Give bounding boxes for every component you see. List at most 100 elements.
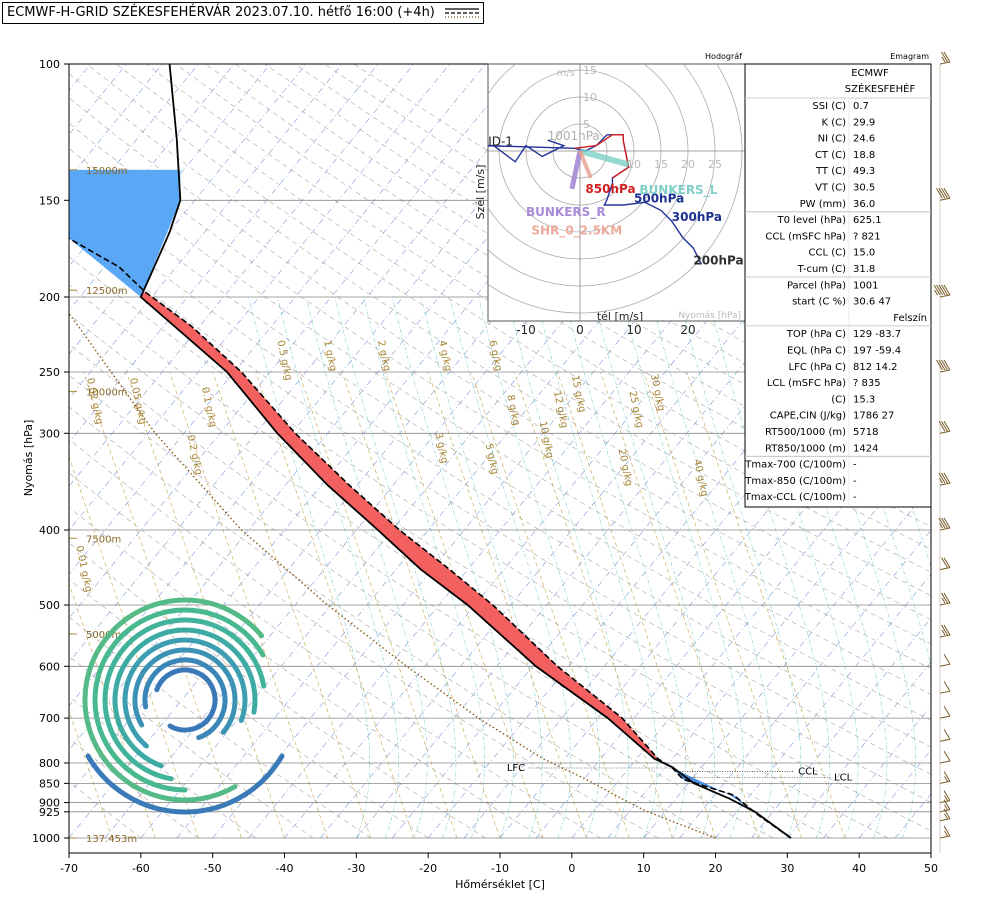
stats-row-value: ? 821 <box>853 231 881 242</box>
parcel-temperature-line <box>69 237 792 839</box>
wind-barb <box>938 421 951 434</box>
moist-adiabat-line <box>392 296 514 839</box>
barb-flag <box>943 729 951 740</box>
stats-row-label: TOP (hPa C) <box>786 329 846 340</box>
hodograph-v-axis-label: Szél [m/s] <box>474 165 487 220</box>
barb-flag <box>936 359 943 371</box>
barb-flag <box>943 799 951 811</box>
mixing-ratio-label: 2 g/kg <box>375 339 392 372</box>
chart-title: ECMWF-H-GRID SZÉKESFEHÉRVÁR 2023.07.10. … <box>7 5 435 20</box>
mixing-ratio-label: 0.01 g/kg <box>73 545 94 594</box>
barb-flag <box>943 654 951 665</box>
stats-row-label: (C) <box>831 394 846 405</box>
mixing-ratio-label: 0.2 g/kg <box>185 434 204 476</box>
y-tick-label: 100 <box>39 58 60 71</box>
barb-flag <box>941 557 948 568</box>
moist-adiabat-line <box>277 296 399 839</box>
barb-half-flag <box>941 56 946 63</box>
moist-adiabat-line <box>305 296 428 839</box>
mixing-ratio-label: 5 g/kg <box>483 443 500 476</box>
x-tick-label: -60 <box>132 862 150 875</box>
wind-barb <box>936 188 951 201</box>
isotherm-line <box>69 64 558 663</box>
barb-flag <box>941 359 948 371</box>
hodograph-u-tick-label: 10 <box>626 323 641 337</box>
stats-row-value: 36.0 <box>853 199 875 210</box>
bunkers-l-label: BUNKERS_L <box>639 183 717 198</box>
x-axis-label: Hőmérséklet [C] <box>455 878 545 891</box>
stats-row-value: 30.5 <box>853 183 875 194</box>
hodograph-level-label: 500hPa <box>634 191 684 205</box>
barb-flag <box>943 705 951 717</box>
stats-row-value: - <box>853 460 857 471</box>
hodograph-ring-label: 20 <box>583 37 597 50</box>
x-tick-label: 40 <box>852 862 866 875</box>
isotherm-line <box>69 64 307 355</box>
lfc-label: LFC <box>507 763 525 774</box>
barb-flag <box>943 557 951 568</box>
tropopause-area <box>69 169 181 297</box>
logo-arc <box>92 607 266 793</box>
x-tick-label: -20 <box>419 862 437 875</box>
dry-adiabat-line <box>69 439 659 839</box>
logo-arc <box>102 617 267 782</box>
y-tick-label: 150 <box>39 194 60 207</box>
stats-row-label: NI (C) <box>818 134 846 145</box>
moist-adiabat-line <box>535 296 658 839</box>
isotherm-line <box>69 64 450 531</box>
hodograph-u-tick-label: 0 <box>576 323 584 337</box>
hodograph-panel: 5101520253010152025m/s1001hPa850hPa500hP… <box>474 37 746 337</box>
hodograph-ring-label-right: 15 <box>654 158 668 171</box>
barb-flag <box>941 624 948 636</box>
stats-row-value: 1424 <box>853 443 878 454</box>
mixing-ratio-label: 0.05 g/kg <box>127 377 148 426</box>
stats-row-label: EQL (hPa C) <box>787 346 846 357</box>
barb-staff <box>939 430 951 434</box>
omsz-logo <box>82 597 285 815</box>
barb-flag <box>943 51 951 63</box>
wind-barb <box>939 557 951 571</box>
hodograph-id-label: ID-1 <box>488 135 513 149</box>
mixing-ratio-label: 10 g/kg <box>537 420 556 459</box>
x-tick-label: -30 <box>347 862 365 875</box>
mixing-ratio-label: 8 g/kg <box>504 394 521 427</box>
y-tick-label: 300 <box>39 427 60 440</box>
x-tick-label: -40 <box>276 862 294 875</box>
hodograph-u-tick-label: -10 <box>516 323 536 337</box>
stats-row-label: RT850/1000 (m) <box>765 443 846 454</box>
y-tick-label: 1000 <box>32 832 60 845</box>
wind-barb <box>939 808 951 822</box>
logo-arc <box>132 647 238 735</box>
x-tick-label: -10 <box>491 862 509 875</box>
wind-barb <box>933 284 951 298</box>
ccl-label: CCL <box>798 767 818 778</box>
logo-arc <box>122 637 248 749</box>
wind-barb <box>938 517 951 531</box>
barb-half-flag <box>944 804 948 811</box>
stats-row-value: 24.6 <box>853 134 875 145</box>
stats-row-label: CCL (C) <box>809 248 847 259</box>
emagram-axes: -70 -60 -50 -40 -30 -20 -10 0 10 20 30 40 5010009259… <box>32 58 938 875</box>
barb-flag <box>941 51 948 63</box>
shr-label: SHR_0_2.5KM <box>531 224 622 239</box>
barb-staff <box>939 369 951 373</box>
stats-row-value: 1001 <box>853 280 878 291</box>
stats-section-label: Felszín <box>893 312 927 324</box>
mixing-ratio-label: 25 g/kg <box>626 390 645 429</box>
stats-row-value: 625.1 <box>853 215 882 226</box>
stats-row-label: Tmax-850 (C/100m) <box>744 476 846 487</box>
barb-half-flag <box>934 289 938 296</box>
barb-half-flag <box>941 629 946 636</box>
y-tick-label: 600 <box>39 660 60 673</box>
stats-row-label: T-cum (C) <box>797 264 846 275</box>
logo-arc <box>82 597 265 803</box>
wind-barb <box>939 729 951 742</box>
hodograph-trace-low <box>574 134 630 179</box>
logo-arc <box>112 627 258 769</box>
barb-flag <box>943 825 951 837</box>
barb-staff <box>939 663 951 667</box>
barb-staff <box>939 61 951 65</box>
logo-arc <box>142 657 228 741</box>
stats-row-value: 0.7 <box>853 101 869 112</box>
height-label: 10000m <box>86 388 128 399</box>
